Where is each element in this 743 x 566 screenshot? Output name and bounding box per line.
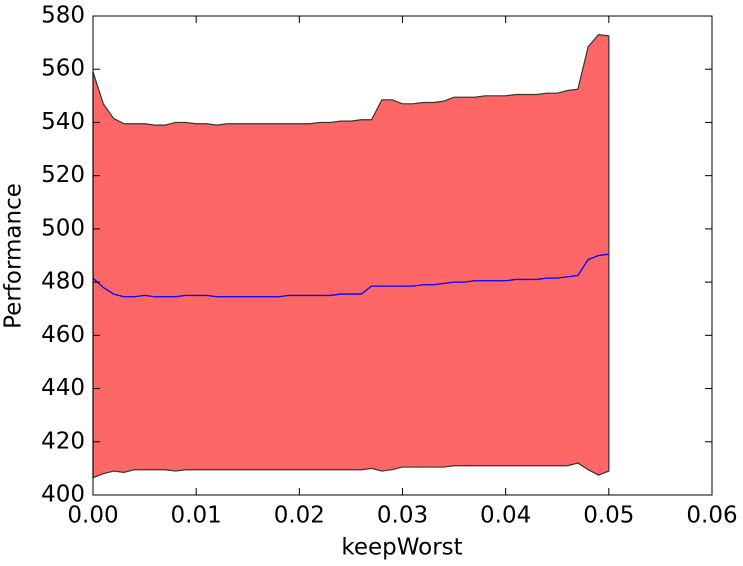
x-axis-label: keepWorst [341,535,462,561]
y-tick-label: 420 [41,428,85,454]
y-tick-label: 500 [41,215,85,241]
y-tick-label: 440 [41,375,85,401]
x-tick-label: 0.03 [377,503,428,529]
y-tick-label: 560 [41,56,85,82]
x-tick-label: 0.04 [480,503,531,529]
mean-line [92,253,609,298]
x-tick-label: 0.01 [171,503,222,529]
y-tick-label: 400 [41,482,85,508]
x-tick-label: 0.05 [583,503,634,529]
y-axis-label: Performance [1,183,27,329]
x-tick-label: 0.00 [67,503,118,529]
y-tick-label: 480 [41,269,85,295]
x-tick-label: 0.02 [274,503,325,529]
y-tick-label: 520 [41,162,85,188]
x-tick-label: 0.06 [686,503,737,529]
y-tick-label: 540 [41,109,85,135]
band-area [92,33,610,479]
y-tick-label: 580 [41,3,85,29]
y-tick-label: 460 [41,322,85,348]
